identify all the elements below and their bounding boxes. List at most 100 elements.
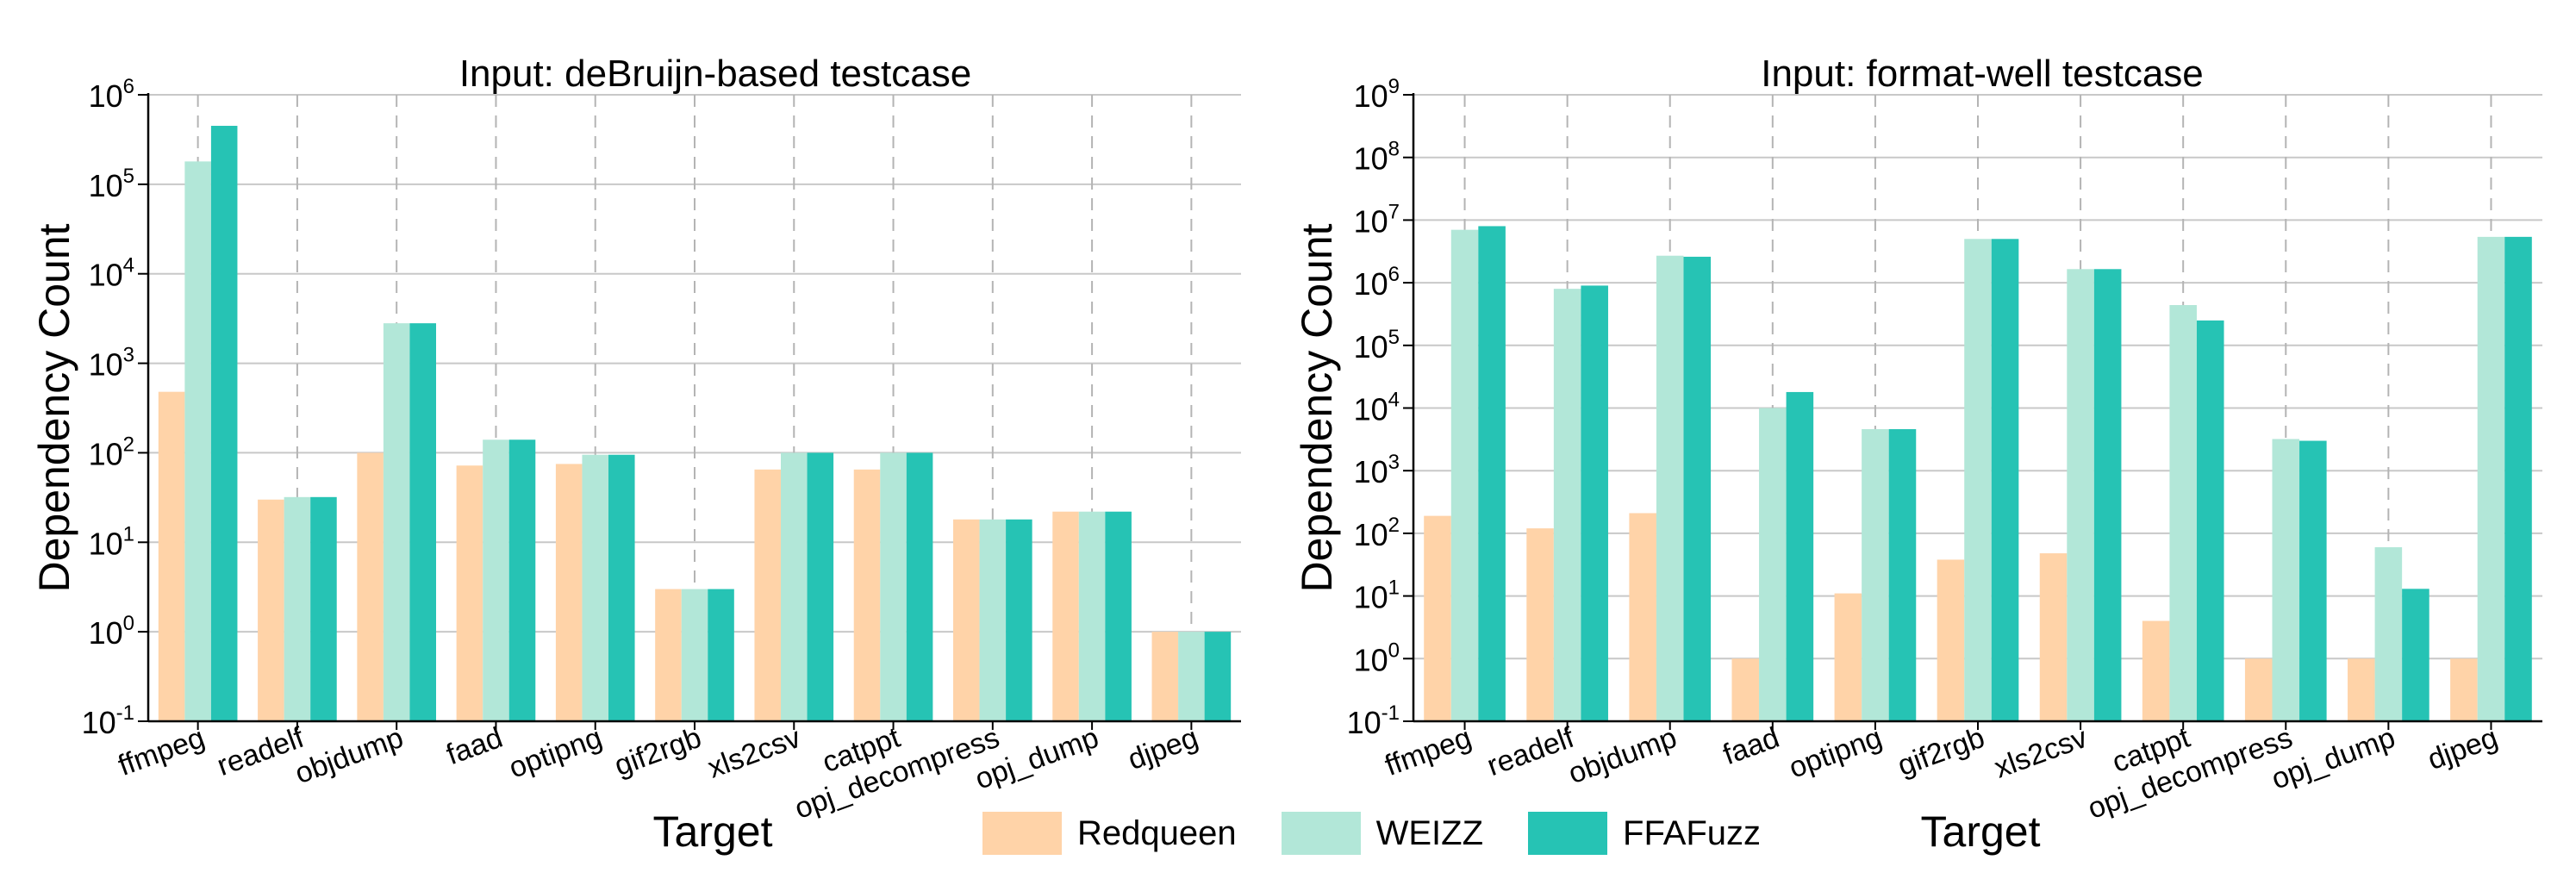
y-tick-label: 100 <box>1354 639 1400 677</box>
bar-ffafuzz-djpeg <box>1204 632 1232 721</box>
bar-ffafuzz-catppt <box>906 452 933 721</box>
bar-ffafuzz-readelf <box>310 496 337 721</box>
chart-title: Input: format-well testcase <box>1761 53 2204 95</box>
y-tick-label: 104 <box>89 254 134 293</box>
chart-2: 10-1 100 101 102 103 104 105 106 107 108 109 ffmpeg… <box>1293 53 2542 856</box>
legend-swatch-ffafuzz <box>1528 812 1608 855</box>
legend-item-ffafuzz: FFAFuzz <box>1528 812 1761 855</box>
y-tick-label: 10-1 <box>82 701 134 740</box>
x-tick-label-xls2csv: xls2csv <box>1990 721 2092 785</box>
bar-redqueen-xls2csv <box>2039 553 2068 721</box>
bar-redqueen-opj-dump <box>2348 658 2375 721</box>
bar-weizz-catppt <box>2169 305 2197 721</box>
x-tick-label-objdump: objdump <box>1564 721 1681 790</box>
bar-weizz-opj-decompress <box>2272 439 2300 721</box>
bar-ffafuzz-opj-decompress <box>2299 440 2327 721</box>
bar-redqueen-ffmpeg <box>158 391 185 721</box>
x-tick-label-djpeg: djpeg <box>1124 721 1202 776</box>
bar-weizz-objdump <box>1656 255 1684 721</box>
y-axis-label: Dependency Count <box>1293 223 1341 592</box>
bar-ffafuzz-gif2rgb <box>1991 239 2019 721</box>
x-tick-label-faad: faad <box>1718 721 1783 771</box>
bar-redqueen-djpeg <box>2450 658 2478 721</box>
bar-ffafuzz-gif2rgb <box>708 589 734 721</box>
bar-redqueen-djpeg <box>1151 632 1179 721</box>
bar-weizz-readelf <box>1553 289 1581 721</box>
bar-redqueen-opj-decompress <box>2244 658 2273 721</box>
bar-ffafuzz-optipng <box>1888 429 1917 721</box>
y-axis-label: Dependency Count <box>30 223 78 592</box>
y-tick-label: 106 <box>1354 263 1400 302</box>
bar-weizz-objdump <box>383 323 410 721</box>
bar-redqueen-catppt <box>853 469 881 721</box>
legend-label-ffafuzz: FFAFuzz <box>1623 813 1762 852</box>
bar-redqueen-optipng <box>555 464 583 721</box>
chart-1: 10-1 100 101 102 103 104 105 106 ffmpeg readelfob… <box>30 53 1241 856</box>
bar-ffafuzz-objdump <box>1683 256 1712 722</box>
bar-weizz-optipng <box>1862 429 1889 721</box>
y-tick-label: 107 <box>1354 200 1400 239</box>
y-tick-label: 100 <box>89 612 134 651</box>
bar-weizz-readelf <box>284 496 311 721</box>
bar-ffafuzz-opj-dump <box>2402 589 2429 721</box>
bar-redqueen-readelf <box>1526 528 1554 721</box>
legend-label-redqueen: Redqueen <box>1077 813 1237 852</box>
bar-redqueen-gif2rgb <box>655 589 682 721</box>
bar-ffafuzz-xls2csv <box>807 452 834 721</box>
bar-ffafuzz-xls2csv <box>2093 269 2122 721</box>
bar-ffafuzz-objdump <box>409 323 437 721</box>
y-tick-label: 10-1 <box>1347 701 1400 740</box>
bar-weizz-opj-dump <box>1078 511 1106 721</box>
bar-redqueen-readelf <box>258 499 284 721</box>
legend-item-weizz: WEIZZ <box>1281 812 1483 855</box>
bar-weizz-xls2csv <box>2067 269 2094 721</box>
bar-ffafuzz-ffmpeg <box>1478 226 1506 722</box>
bar-weizz-optipng <box>582 454 609 721</box>
bar-redqueen-opj-decompress <box>952 519 980 721</box>
bar-redqueen-objdump <box>357 452 384 721</box>
y-tick-label: 105 <box>89 165 134 203</box>
bar-weizz-xls2csv <box>780 452 808 721</box>
bar-weizz-ffmpeg <box>1450 229 1479 721</box>
y-tick-label: 106 <box>89 75 134 114</box>
bar-ffafuzz-catppt <box>2196 320 2224 721</box>
bar-weizz-ffmpeg <box>184 161 211 721</box>
x-tick-label-ffmpeg: ffmpeg <box>1381 721 1475 782</box>
bar-weizz-opj-decompress <box>979 519 1007 721</box>
x-tick-label-readelf: readelf <box>213 721 309 782</box>
x-tick-label-opj-decompress: opj_decompress <box>2084 721 2297 826</box>
x-tick-label-djpeg: djpeg <box>2423 721 2502 776</box>
bar-redqueen-faad <box>1731 658 1760 721</box>
bar-weizz-opj-dump <box>2374 547 2403 721</box>
x-tick-label-gif2rgb: gif2rgb <box>610 721 706 782</box>
bar-weizz-gif2rgb <box>681 589 708 721</box>
bar-ffafuzz-faad <box>1786 391 1814 721</box>
bar-redqueen-opj-dump <box>1052 511 1079 721</box>
bar-weizz-gif2rgb <box>1964 239 1992 721</box>
legend: Redqueen WEIZZ FFAFuzz <box>982 812 1806 855</box>
bar-weizz-djpeg <box>2477 236 2505 721</box>
bar-ffafuzz-readelf <box>1581 285 1608 721</box>
legend-item-redqueen: Redqueen <box>982 812 1237 855</box>
bar-ffafuzz-opj-dump <box>1105 511 1132 721</box>
chart-title: Input: deBruijn-based testcase <box>459 53 971 95</box>
bar-ffafuzz-opj-decompress <box>1006 519 1032 721</box>
x-tick-label-optipng: optipng <box>505 721 607 785</box>
bar-ffafuzz-djpeg <box>2504 236 2532 721</box>
y-tick-label: 101 <box>1354 576 1400 615</box>
x-axis-label: Target <box>1921 807 2041 856</box>
bar-weizz-catppt <box>880 452 907 721</box>
y-tick-label: 103 <box>89 344 134 383</box>
x-tick-label-xls2csv: xls2csv <box>703 721 805 785</box>
y-tick-label: 108 <box>1354 138 1400 177</box>
bar-redqueen-catppt <box>2142 620 2170 721</box>
legend-swatch-weizz <box>1281 812 1361 855</box>
x-tick-label-faad: faad <box>442 721 507 771</box>
bar-redqueen-optipng <box>1834 593 1862 721</box>
bar-ffafuzz-ffmpeg <box>210 126 238 721</box>
x-tick-label-objdump: objdump <box>290 721 408 790</box>
bar-weizz-faad <box>1759 408 1787 721</box>
x-axis-label: Target <box>653 807 773 856</box>
y-tick-label: 103 <box>1354 451 1400 489</box>
